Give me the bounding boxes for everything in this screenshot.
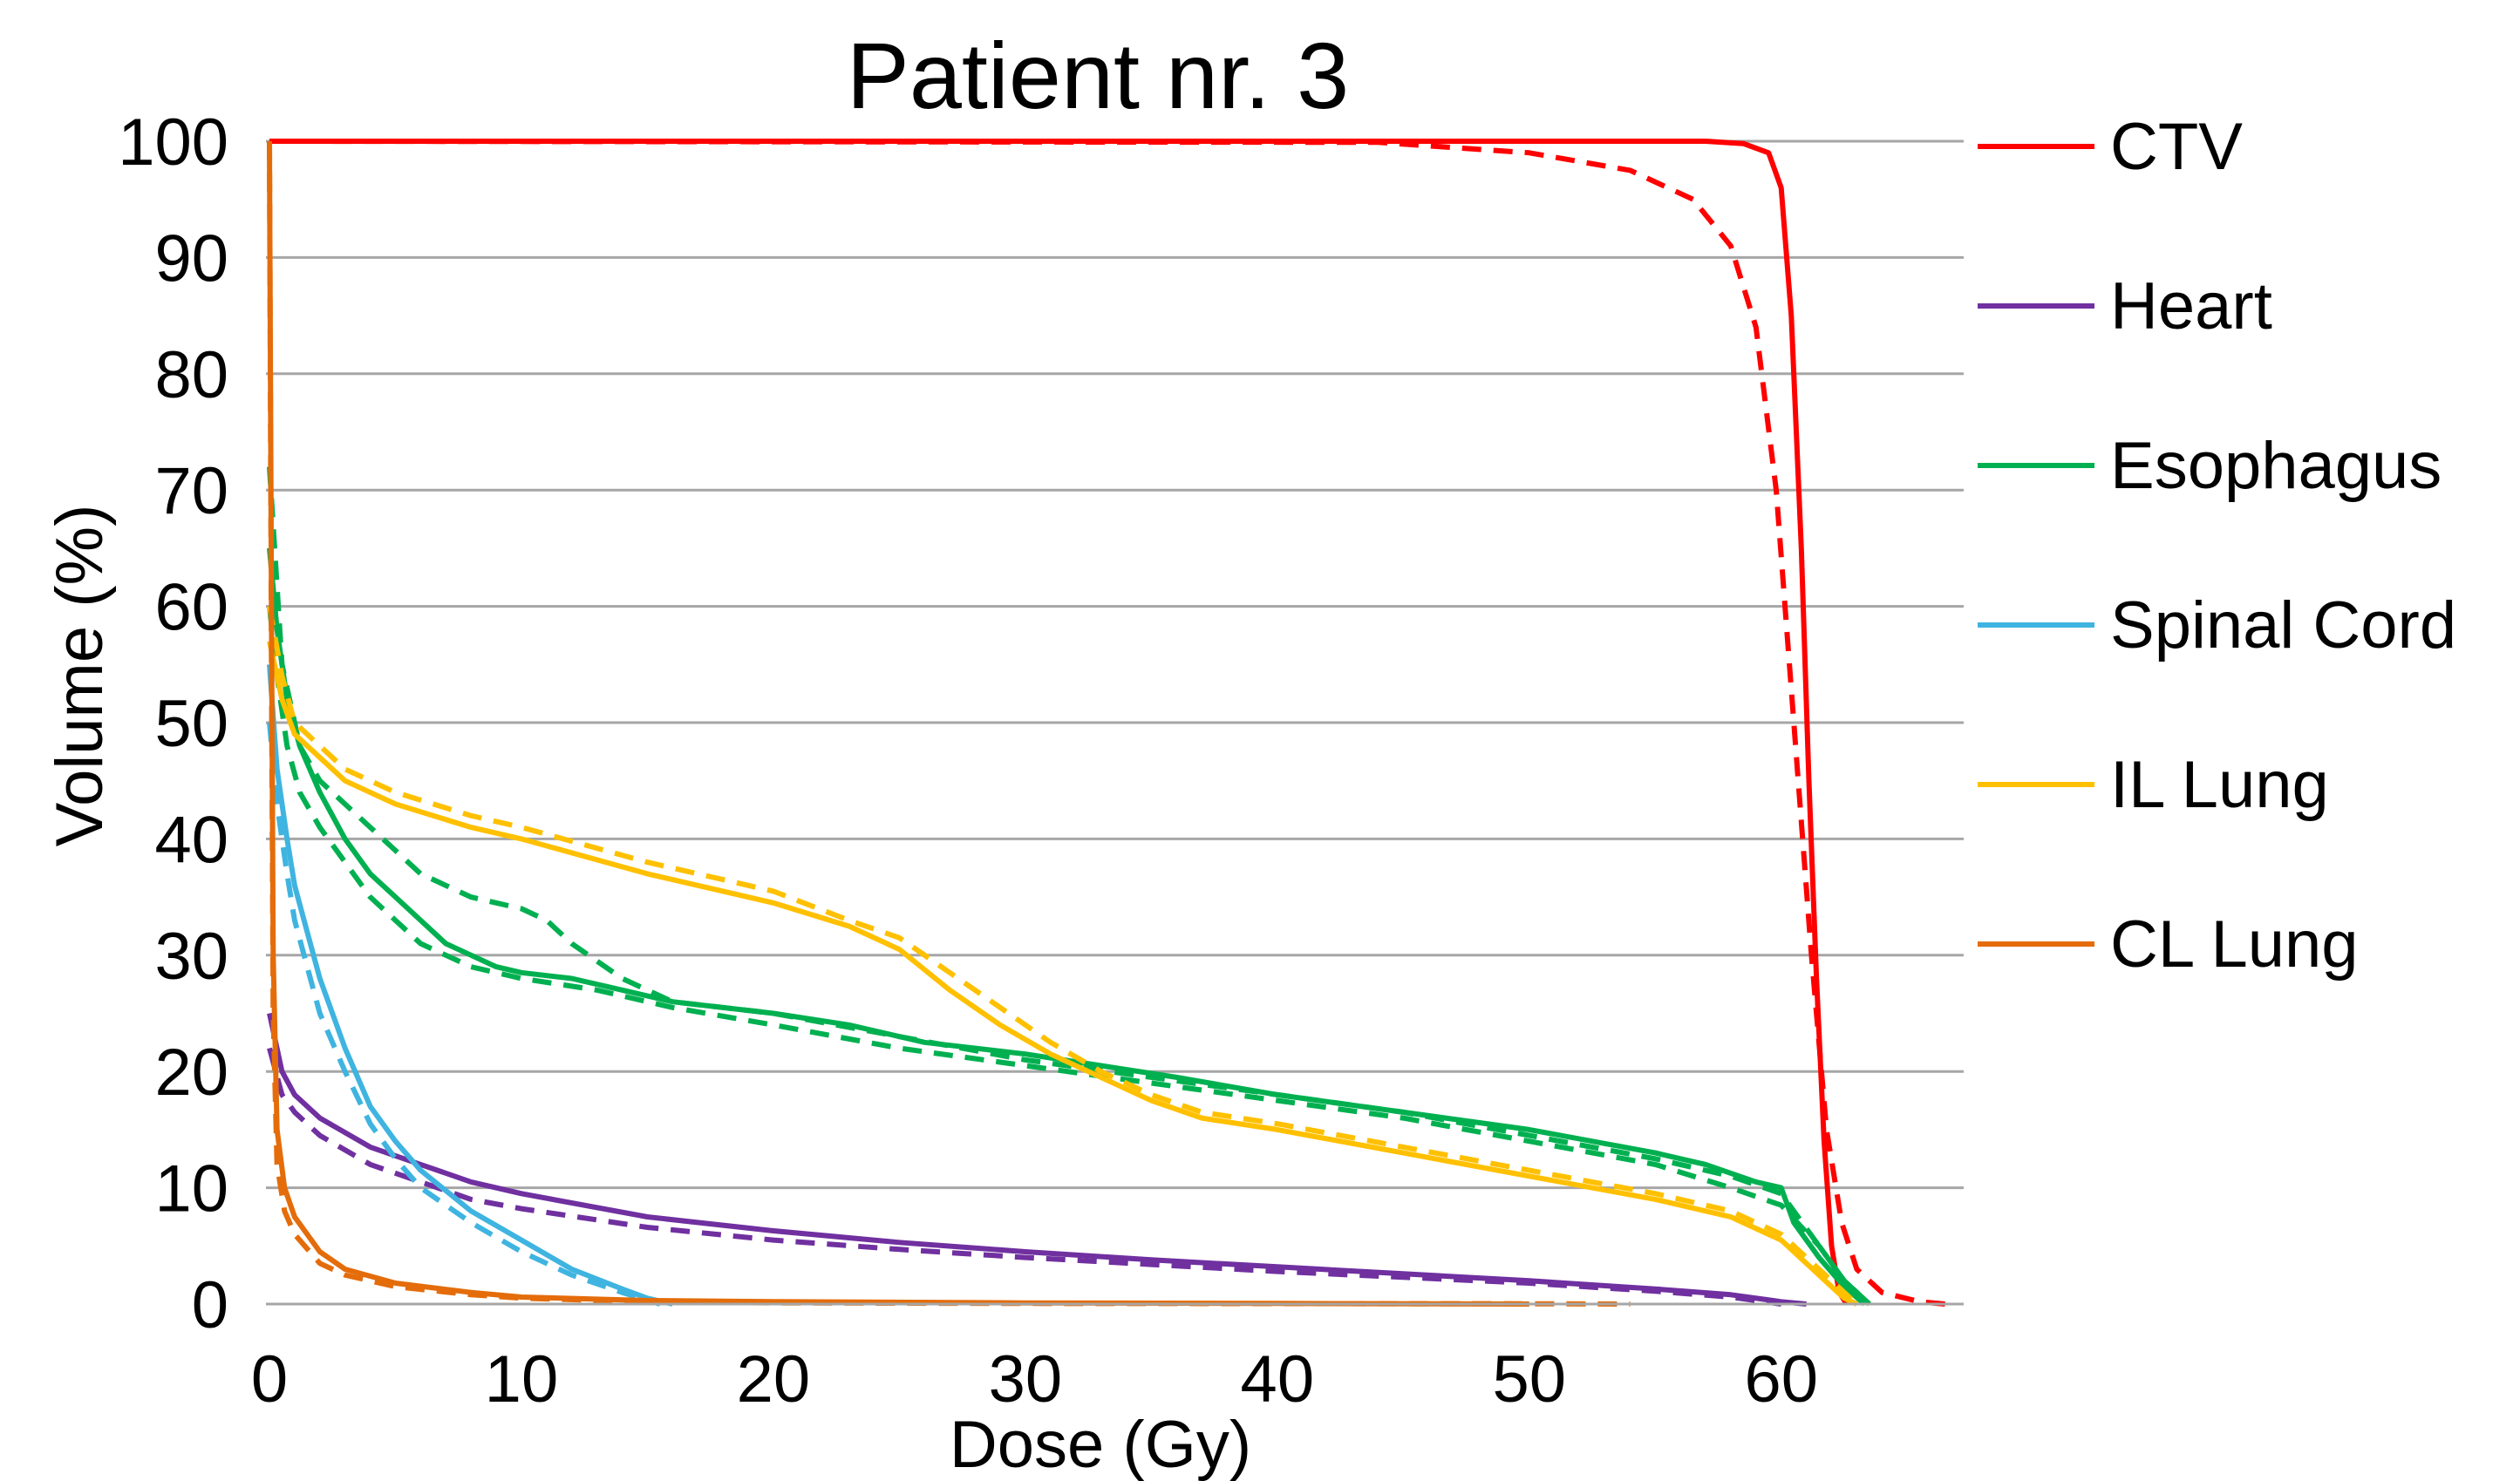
series-lines xyxy=(267,139,1945,1307)
legend-label-esophagus: Esophagus xyxy=(2110,429,2442,503)
y-tick-label: 80 xyxy=(154,338,228,412)
series-line-il-lung-dashed xyxy=(267,606,1859,1307)
x-tick-label: 20 xyxy=(737,1342,811,1416)
y-tick-label: 30 xyxy=(154,920,228,994)
series-line-spinal-cord-solid xyxy=(267,664,673,1307)
series-line-cl-lung-solid xyxy=(267,140,1529,1307)
series-line-esophagus-dashed xyxy=(267,606,1871,1307)
x-tick-label: 60 xyxy=(1744,1342,1818,1416)
gridlines xyxy=(266,139,1964,1190)
series-line-ctv-dashed xyxy=(269,139,1945,1307)
series-line-ctv-solid xyxy=(269,139,1849,1306)
series-line-heart-solid xyxy=(267,1012,1807,1307)
legend-label-heart: Heart xyxy=(2110,269,2272,343)
y-tick-label: 100 xyxy=(118,105,228,180)
y-tick-label: 70 xyxy=(154,454,228,528)
x-tick-label: 10 xyxy=(485,1342,559,1416)
series-line-il-lung-solid xyxy=(267,640,1858,1307)
chart-title: Patient nr. 3 xyxy=(847,23,1349,128)
x-tick-label: 30 xyxy=(989,1342,1063,1416)
legend: CTV Heart Esophagus Spinal Cord IL Lung CL Lu… xyxy=(1978,110,2456,982)
legend-label-cl-lung: CL Lung xyxy=(2110,907,2359,982)
x-axis-label: Dose (Gy) xyxy=(950,1408,1251,1481)
x-tick-label: 40 xyxy=(1241,1342,1315,1416)
legend-label-spinal-cord: Spinal Cord xyxy=(2110,588,2456,662)
y-tick-label: 50 xyxy=(154,687,228,761)
y-axis-label: Volume (%) xyxy=(43,505,117,847)
y-tick-label: 20 xyxy=(154,1036,228,1110)
x-tick-label: 0 xyxy=(251,1342,288,1416)
series-line-spinal-cord-dashed xyxy=(267,722,661,1307)
y-tick-label: 40 xyxy=(154,803,228,877)
y-tick-label: 90 xyxy=(154,221,228,296)
legend-label-il-lung: IL Lung xyxy=(2110,748,2329,822)
series-line-esophagus-dashed xyxy=(267,466,1871,1307)
x-tick-label: 50 xyxy=(1493,1342,1567,1416)
x-axis-ticks: 0 10 20 30 40 50 60 xyxy=(251,1342,1818,1416)
y-tick-label: 10 xyxy=(154,1152,228,1226)
y-tick-label: 0 xyxy=(192,1268,228,1342)
legend-label-ctv: CTV xyxy=(2110,110,2243,184)
series-line-esophagus-solid xyxy=(267,547,1867,1307)
y-axis-ticks: 0 10 20 30 40 50 60 70 80 90 100 xyxy=(118,105,228,1342)
y-tick-label: 60 xyxy=(154,571,228,645)
